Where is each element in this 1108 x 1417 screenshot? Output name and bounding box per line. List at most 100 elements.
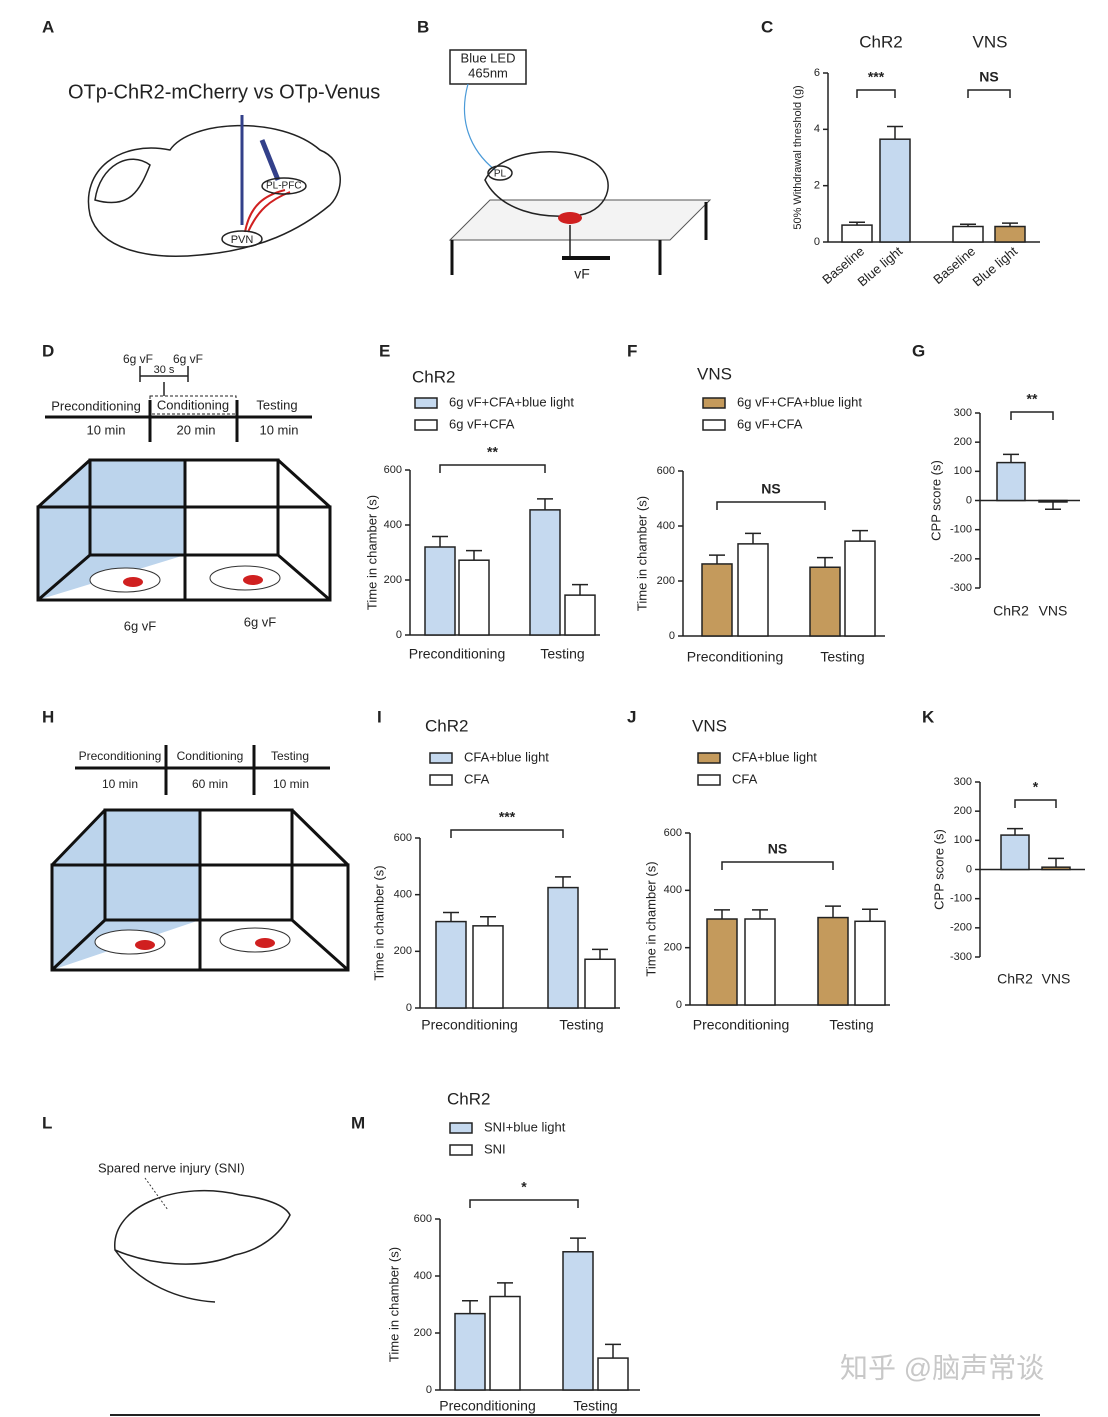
significance-label: NS xyxy=(761,481,780,497)
error-bar xyxy=(1007,827,1023,836)
x-tick-label: Testing xyxy=(829,1017,873,1033)
y-tick-label: 0 xyxy=(676,999,682,1011)
phase-label: Testing xyxy=(271,749,309,763)
rat xyxy=(114,1189,291,1303)
panel-label: F xyxy=(627,341,637,360)
paw xyxy=(135,940,155,950)
legend-label: SNI xyxy=(484,1141,506,1156)
y-tick-label: 0 xyxy=(426,1384,432,1396)
legend-swatch xyxy=(702,397,726,409)
y-tick-label: 600 xyxy=(414,1213,432,1225)
chart-title: ChR2 xyxy=(447,1089,490,1108)
legend-swatch xyxy=(702,419,726,431)
y-tick-label: 400 xyxy=(394,889,412,901)
diagram-l: Spared nerve injury (SNI) xyxy=(98,1160,291,1303)
y-tick-label: 200 xyxy=(657,575,675,587)
diagram-d: 6g vF 6g vF 30 s Preconditioning Conditi… xyxy=(36,352,332,633)
legend-swatch xyxy=(449,1122,473,1134)
bar xyxy=(562,1251,594,1391)
projection xyxy=(244,189,291,233)
diagram-h: Preconditioning Conditioning Testing 10 … xyxy=(50,745,350,972)
legend-swatch xyxy=(414,397,438,409)
significance-label: * xyxy=(521,1179,527,1195)
error-bar xyxy=(752,909,768,919)
legend-swatch xyxy=(697,752,721,764)
y-tick-label: -100 xyxy=(950,524,972,536)
y-tick-label: 600 xyxy=(394,832,412,844)
significance-bracket xyxy=(721,861,834,870)
y-axis-label: CPP score (s) xyxy=(928,460,943,541)
y-tick-label: 400 xyxy=(664,884,682,896)
bar xyxy=(996,461,1026,502)
significance-bracket xyxy=(450,829,564,838)
y-tick-label: -300 xyxy=(950,951,972,963)
vf-label: vF xyxy=(574,266,590,282)
y-tick-label: -300 xyxy=(950,582,972,594)
y-tick-label: 4 xyxy=(814,123,820,135)
stimulus-label: 6g vF xyxy=(123,352,153,366)
diagram-b: Blue LED 465nm PL vF xyxy=(448,49,712,282)
duration-label: 10 min xyxy=(273,777,309,791)
panel-label: D xyxy=(42,341,54,360)
group-title: VNS xyxy=(973,32,1008,51)
bar xyxy=(529,509,561,636)
error-bar xyxy=(1048,857,1064,868)
y-tick-label: 400 xyxy=(657,520,675,532)
bar xyxy=(597,1357,629,1391)
bar xyxy=(817,916,849,1006)
phase-label: Testing xyxy=(256,397,297,412)
panel-label: G xyxy=(912,341,925,360)
light-chamber xyxy=(52,810,200,970)
bar xyxy=(952,225,984,243)
stimulus-bracket xyxy=(139,366,189,396)
y-tick-label: 0 xyxy=(406,1002,412,1014)
y-tick-label: 0 xyxy=(814,236,820,248)
duration-label: 10 min xyxy=(102,777,138,791)
diagram-a: OTp-ChR2-mCherry vs OTp-Venus PL-PFC PVN xyxy=(68,81,380,257)
error-bar xyxy=(466,549,482,561)
error-bar xyxy=(862,908,878,922)
x-tick-label: Preconditioning xyxy=(421,1017,518,1033)
y-tick-label: 2 xyxy=(814,180,820,192)
y-axis-label: 50% Withdrawal threshold (g) xyxy=(792,85,804,229)
brain-outline xyxy=(87,124,341,257)
legend-swatch xyxy=(414,419,438,431)
paw xyxy=(243,575,263,585)
x-tick-label: Testing xyxy=(540,646,584,662)
x-tick-label: ChR2 xyxy=(997,971,1033,987)
duration-label: 20 min xyxy=(176,422,215,437)
error-bar xyxy=(432,535,448,547)
stimulus-label: 6g vF xyxy=(173,352,203,366)
legend-swatch xyxy=(429,752,453,764)
y-tick-label: -200 xyxy=(950,922,972,934)
pl-mark xyxy=(487,165,513,181)
x-tick-label: Testing xyxy=(573,1398,617,1414)
error-bar xyxy=(887,125,903,140)
y-tick-label: 600 xyxy=(664,827,682,839)
bar xyxy=(564,594,596,636)
y-tick-label: 200 xyxy=(954,436,972,448)
error-bar xyxy=(537,498,553,510)
error-bar xyxy=(817,556,833,568)
legend-label: CFA+blue light xyxy=(732,749,817,764)
y-tick-label: -100 xyxy=(950,893,972,905)
x-tick-label: Preconditioning xyxy=(687,649,784,665)
chart-title: ChR2 xyxy=(412,367,455,386)
error-bar xyxy=(825,905,841,918)
panel-label: E xyxy=(379,341,390,360)
panel-label: C xyxy=(761,17,773,36)
y-axis-label: Time in chamber (s) xyxy=(386,1247,401,1362)
y-tick-label: 400 xyxy=(414,1270,432,1282)
x-tick-label: VNS xyxy=(1042,971,1071,987)
rat xyxy=(219,927,291,953)
pointer xyxy=(144,1177,169,1211)
error-bar xyxy=(1003,453,1019,463)
significance-bracket xyxy=(967,89,1011,98)
pl-label: PL xyxy=(494,169,507,180)
y-tick-label: 600 xyxy=(384,464,402,476)
panel-label: J xyxy=(627,707,636,726)
y-tick-label: 6 xyxy=(814,67,820,79)
duration-label: 60 min xyxy=(192,777,228,791)
duration-label: 10 min xyxy=(86,422,125,437)
y-tick-label: -200 xyxy=(950,553,972,565)
